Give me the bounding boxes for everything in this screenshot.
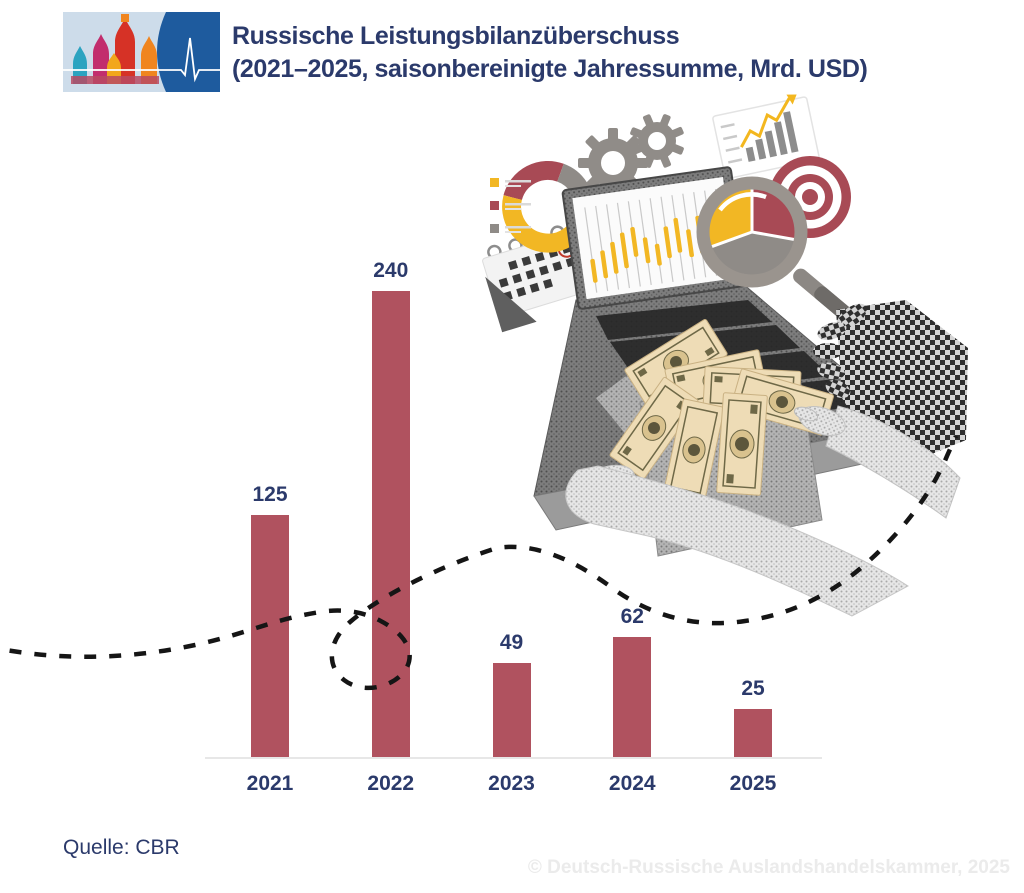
mini-trend-line	[740, 97, 791, 148]
magnifier-pie-chart	[709, 189, 795, 275]
title-line-1: Russische Leistungsbilanzüberschuss	[232, 22, 680, 50]
magnifier-icon	[696, 176, 876, 340]
bar-2024	[613, 637, 652, 758]
bar-2022	[371, 291, 410, 758]
year-label-2024: 2024	[608, 772, 656, 795]
copyright-label: © Deutsch-Russische Auslandshandelskamme…	[527, 857, 1010, 878]
growth-chart-card	[712, 94, 820, 180]
title-line-2: (2021–2025, saisonbereinigte Jahressumme…	[232, 55, 868, 83]
bar-2021	[251, 515, 289, 758]
value-label-2021: 125	[252, 483, 288, 506]
year-label-2023: 2023	[488, 772, 535, 795]
bar-2025	[734, 709, 772, 758]
source-label: Quelle: CBR	[63, 836, 180, 859]
year-label-2025: 2025	[729, 772, 777, 795]
analysis-collage-illustration	[482, 94, 968, 617]
value-label-2022: 240	[373, 259, 409, 282]
year-label-2021: 2021	[246, 772, 294, 795]
pulse-line-icon	[63, 37, 220, 83]
x-axis-line	[205, 757, 822, 759]
gear-icon-small	[630, 114, 684, 168]
year-label-2022: 2022	[367, 772, 415, 795]
mini-bars	[745, 111, 799, 162]
page-title: Russische Leistungsbilanzüberschuss (202…	[232, 20, 972, 86]
ahk-russia-logo	[63, 12, 220, 92]
bar-2023	[492, 663, 531, 758]
value-label-2025: 25	[741, 677, 765, 700]
cathedral-icon	[71, 14, 159, 84]
donut-legend	[490, 178, 531, 233]
